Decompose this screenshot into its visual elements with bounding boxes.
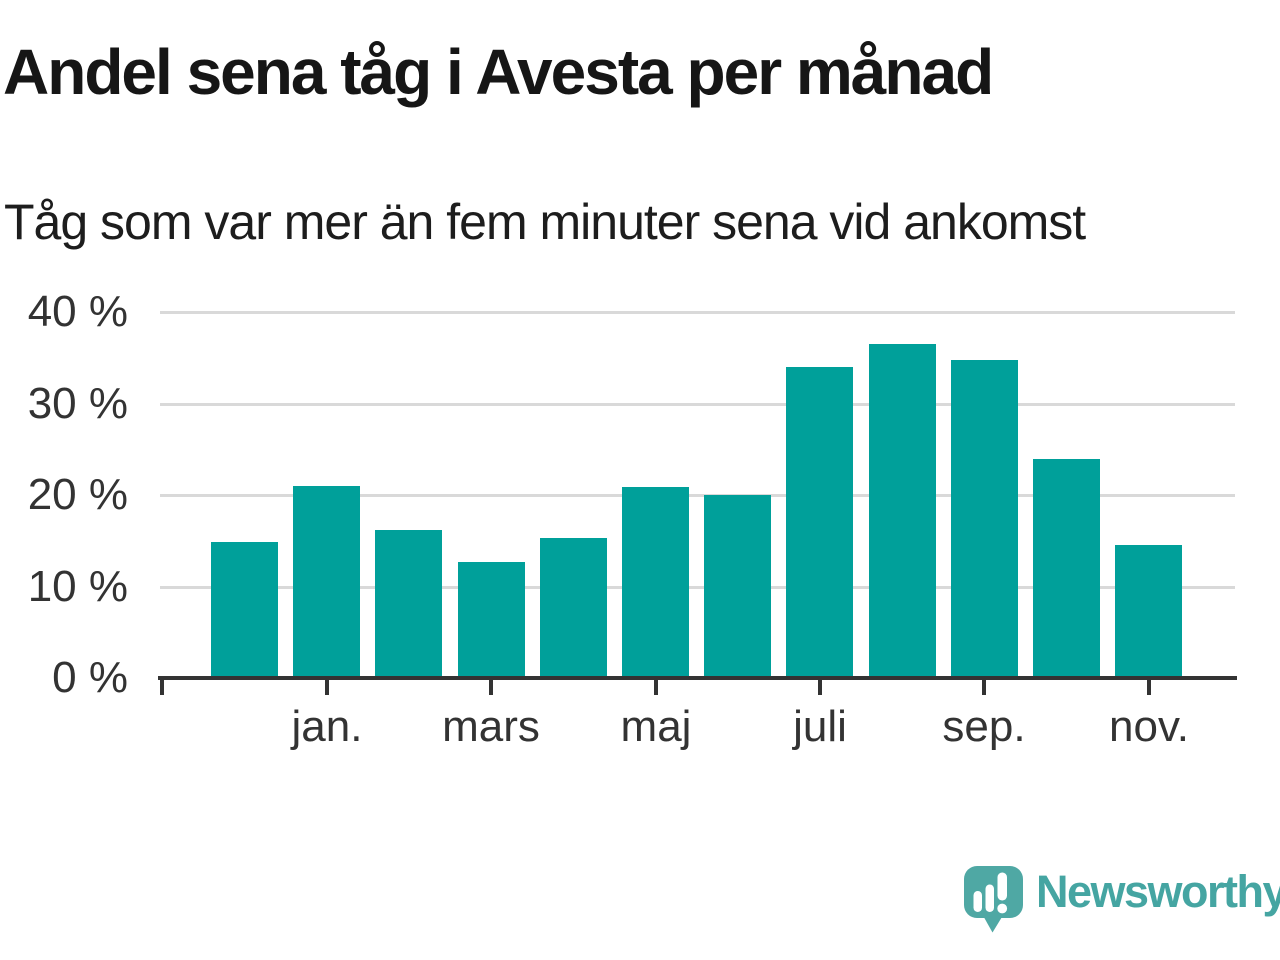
x-axis-tick-label: maj (620, 702, 692, 751)
x-axis-line (158, 676, 1237, 680)
y-axis-tick-label: 30 % (27, 379, 128, 428)
x-axis-tick-label: mars (442, 702, 540, 751)
y-gridline (160, 311, 1235, 314)
x-axis-tick-label: jan. (291, 702, 363, 751)
bar (786, 367, 853, 678)
x-axis-tick (818, 678, 822, 695)
x-axis-tick (1147, 678, 1151, 695)
newsworthy-wordmark: Newsworthy (1036, 866, 1280, 917)
y-axis-tick-label: 0 % (52, 653, 128, 702)
x-axis-tick-label: nov. (1109, 702, 1189, 751)
y-axis-tick-label: 40 % (27, 287, 128, 336)
bar (293, 486, 360, 678)
chart-title: Andel sena tåg i Avesta per månad (3, 36, 994, 108)
x-axis-tick (325, 678, 329, 695)
x-axis-tick-label: sep. (942, 702, 1026, 751)
y-gridline (160, 494, 1235, 497)
bar (211, 542, 278, 678)
chart-subtitle: Tåg som var mer än fem minuter sena vid … (4, 194, 1086, 250)
x-axis-tick (982, 678, 986, 695)
bar (704, 495, 771, 678)
y-gridline (160, 586, 1235, 589)
bar (1033, 459, 1100, 678)
bar (1115, 545, 1182, 678)
bar (375, 530, 442, 678)
x-axis-tick-label: juli (793, 702, 847, 751)
bar (869, 344, 936, 678)
y-axis-tick-label: 20 % (27, 470, 128, 519)
y-gridline (160, 403, 1235, 406)
newsworthy-logo-icon (964, 866, 1023, 933)
y-axis-tick-label: 10 % (27, 562, 128, 611)
x-axis-tick (489, 678, 493, 695)
bar (540, 538, 607, 678)
x-axis-tick (654, 678, 658, 695)
bar (622, 487, 689, 678)
x-axis-tick (160, 678, 164, 695)
bar (458, 562, 525, 678)
bar (951, 360, 1018, 678)
